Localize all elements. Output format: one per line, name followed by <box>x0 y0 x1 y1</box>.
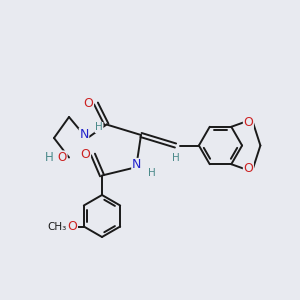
Text: O: O <box>58 151 67 164</box>
Text: O: O <box>244 162 253 175</box>
Text: N: N <box>132 158 141 172</box>
Text: O: O <box>68 220 77 233</box>
Text: H: H <box>45 151 54 164</box>
Text: O: O <box>244 116 253 129</box>
Text: CH₃: CH₃ <box>47 221 66 232</box>
Text: H: H <box>148 167 155 178</box>
Text: N: N <box>79 128 89 142</box>
Text: H: H <box>172 153 180 163</box>
Text: O: O <box>81 148 90 161</box>
Text: O: O <box>84 97 93 110</box>
Text: H: H <box>95 122 103 133</box>
